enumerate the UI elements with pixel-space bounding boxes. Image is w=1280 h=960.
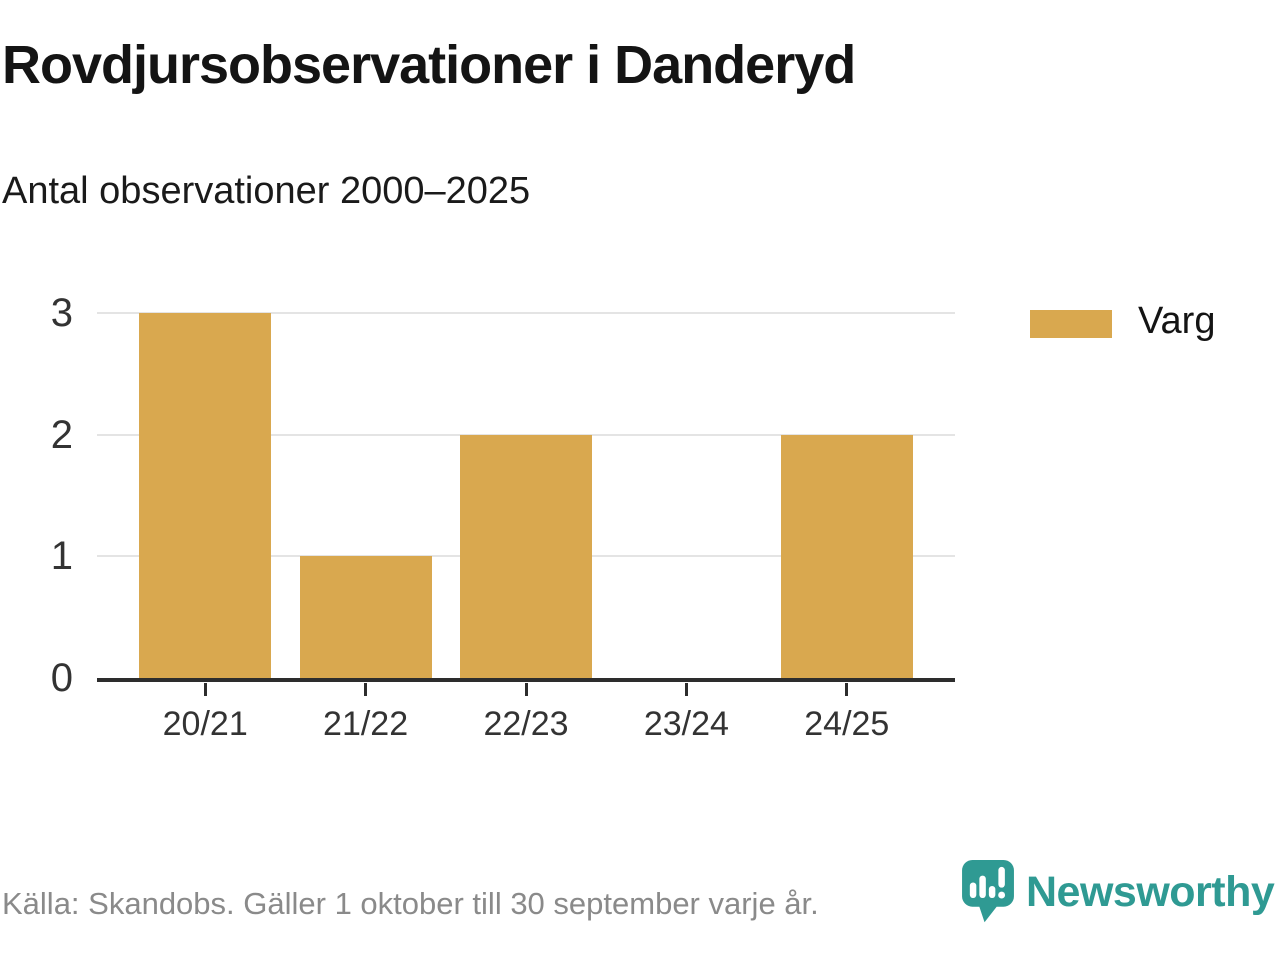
legend-swatch-varg [1030,309,1112,338]
speech-bubble-bar-chart-icon [962,860,1014,923]
x-axis-label-22/23: 22/23 [483,705,569,743]
x-tick-23/24 [684,683,688,696]
gridline-y3 [97,312,955,314]
brand-name: Newsworthy [1026,867,1275,916]
brand: Newsworthy [962,860,1275,924]
x-tick-21/22 [364,683,368,696]
y-axis-label-1: 1 [50,534,73,579]
source-note: Källa: Skandobs. Gäller 1 oktober till 3… [2,886,819,921]
y-axis-label-2: 2 [50,412,73,457]
x-axis-label-23/24: 23/24 [643,705,729,743]
bar-20/21 [139,313,272,679]
x-axis-label-21/22: 21/22 [323,705,409,743]
plot-area: 0 1 2 3 20/21 21/22 22/23 23/24 24/25 [51,291,955,743]
x-axis-line [97,678,955,682]
x-tick-20/21 [203,683,207,696]
y-axis-label-3: 3 [50,291,73,335]
x-tick-22/23 [524,683,528,696]
bar-21/22 [299,556,432,679]
bar-22/23 [460,434,592,679]
chart-subtitle: Antal observationer 2000–2025 [2,170,531,212]
bar-24/25 [780,434,913,679]
x-axis-label-20/21: 20/21 [162,705,248,743]
x-axis-label-24/25: 24/25 [804,705,890,743]
x-tick-24/25 [845,683,849,696]
legend: Varg [1030,300,1215,343]
chart-title: Rovdjursobservationer i Danderyd [2,35,856,95]
legend-label: Varg [1138,300,1216,342]
y-axis-label-0: 0 [50,656,73,700]
